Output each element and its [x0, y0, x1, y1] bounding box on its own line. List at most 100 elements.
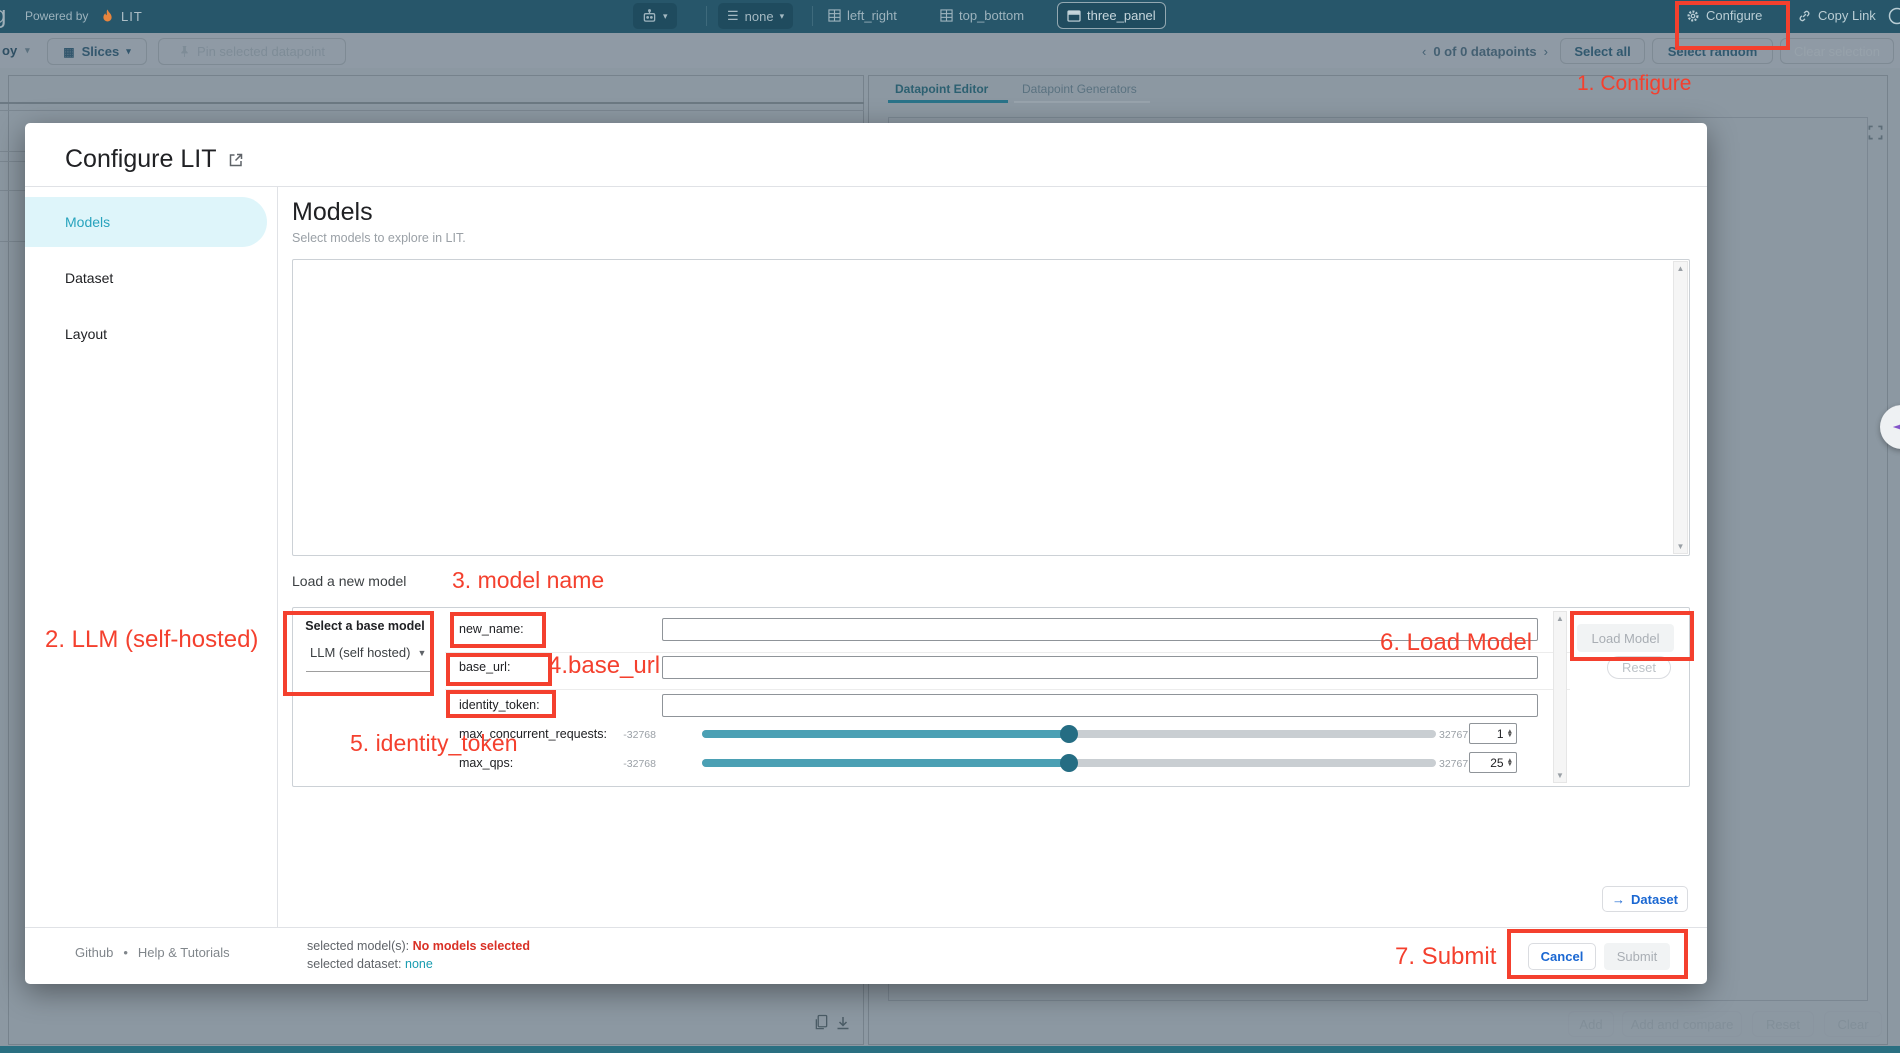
clear-selection-button[interactable]: Clear selection — [1780, 38, 1894, 64]
submit-button[interactable]: Submit — [1604, 943, 1670, 970]
colorby-label: oy — [2, 43, 18, 58]
slider-thumb[interactable] — [1060, 754, 1078, 772]
dialog-header: Configure LIT — [65, 145, 244, 174]
colorby-dropdown-partial[interactable]: oy ▾ — [2, 43, 30, 58]
reset-button[interactable]: Reset — [1752, 1011, 1814, 1037]
model-menu-button[interactable]: ▾ — [633, 3, 677, 29]
grid-icon: ▦ — [63, 44, 75, 59]
add-button[interactable]: Add — [1568, 1011, 1614, 1037]
clear-button[interactable]: Clear — [1824, 1011, 1882, 1037]
configure-button[interactable]: Configure — [1686, 8, 1762, 23]
dropdown-arrow-icon: ▼ — [417, 647, 427, 658]
copy-icon[interactable] — [814, 1014, 829, 1031]
layout-tab-three-panel[interactable]: three_panel — [1057, 2, 1166, 29]
annotation-box-new-name — [450, 612, 546, 648]
spinner-arrows-icon[interactable]: ▲ ▼ — [1506, 756, 1513, 768]
models-subheading: Select models to explore in LIT. — [292, 231, 466, 245]
base-url-label: base_url: — [459, 660, 511, 674]
sparkle-icon — [1891, 416, 1900, 438]
clear-selection-label: Clear selection — [1794, 43, 1880, 59]
layout-tab-label: left_right — [847, 8, 897, 23]
divider — [0, 102, 864, 104]
arrow-right-icon: → — [1612, 891, 1626, 907]
github-link[interactable]: Github — [75, 945, 114, 960]
next-datapoint-button[interactable]: › — [1543, 44, 1548, 59]
slider-fill — [702, 759, 1069, 767]
new-name-label: new_name: — [459, 622, 524, 636]
cancel-button[interactable]: Cancel — [1528, 943, 1596, 970]
layout-tab-left-right[interactable]: left_right — [828, 8, 897, 23]
form-scrollbar[interactable]: ▲ ▼ — [1553, 611, 1567, 783]
slider-fill — [702, 730, 1069, 738]
tab-datapoint-generators[interactable]: Datapoint Generators — [1022, 82, 1137, 96]
selection-menu-button[interactable]: ☰ none ▾ — [718, 3, 794, 29]
base-model-value: LLM (self hosted) — [310, 645, 411, 660]
submit-label: Submit — [1616, 949, 1658, 964]
scroll-down-icon[interactable]: ▼ — [1676, 542, 1685, 551]
spinner-value: 1 — [1496, 726, 1504, 741]
reset-label: Reset — [1766, 1016, 1800, 1032]
identity-token-input[interactable] — [662, 694, 1538, 717]
bottom-accent-bar — [0, 1046, 1900, 1053]
help-tutorials-link[interactable]: Help & Tutorials — [137, 945, 230, 960]
layout-tab-top-bottom[interactable]: top_bottom — [940, 8, 1024, 23]
partial-logo: g — [0, 2, 6, 30]
annotation-box-base-model — [283, 611, 434, 696]
configure-lit-dialog: Configure LIT Models Dataset Layout Mode… — [25, 123, 1707, 984]
max-concurrent-requests-slider[interactable] — [702, 725, 1436, 743]
toolbar-divider — [706, 6, 707, 26]
slider-thumb[interactable] — [1060, 725, 1078, 743]
new-name-input[interactable] — [662, 618, 1538, 641]
annotation-label-4: 4.base_url — [548, 652, 661, 679]
annotation-box-configure — [1675, 1, 1790, 50]
max-concurrent-requests-spinner[interactable]: 1 ▲ ▼ — [1469, 723, 1517, 744]
chevron-down-icon: ▾ — [663, 10, 668, 21]
prev-datapoint-button[interactable]: ‹ — [1422, 44, 1427, 59]
spinner-arrows-icon[interactable]: ▲ ▼ — [1506, 727, 1513, 739]
annotation-label-6: 6. Load Model — [1380, 629, 1533, 656]
base-model-select[interactable]: LLM (self hosted) ▼ — [310, 645, 426, 660]
powered-by-label: Powered by — [25, 9, 89, 23]
sidebar-item-models[interactable]: Models — [25, 197, 267, 247]
form-reset-button[interactable]: Reset — [1607, 656, 1671, 679]
download-icon[interactable] — [836, 1016, 850, 1031]
pin-datapoint-button[interactable]: Pin selected datapoint — [158, 38, 346, 65]
scroll-down-icon[interactable]: ▼ — [1556, 771, 1564, 780]
select-all-button[interactable]: Select all — [1560, 38, 1645, 64]
sidebar-item-label: Models — [65, 214, 111, 230]
panels-icon — [1067, 9, 1081, 22]
add-and-compare-button[interactable]: Add and compare — [1622, 1011, 1742, 1037]
dataset-nav-button[interactable]: → Dataset — [1602, 886, 1688, 912]
models-list-scrollbar[interactable]: ▲ ▼ — [1673, 261, 1688, 554]
annotation-label-7: 7. Submit — [1395, 943, 1497, 970]
slider-max-label: 32767 — [1439, 758, 1469, 770]
sidebar-item-dataset[interactable]: Dataset — [65, 270, 114, 286]
sidebar-item-layout[interactable]: Layout — [65, 326, 108, 342]
expand-icon[interactable] — [1868, 125, 1883, 140]
annotation-box-submit — [1507, 929, 1688, 979]
base-url-input[interactable] — [662, 656, 1538, 679]
annotation-label-3: 3. model name — [452, 567, 605, 593]
max-qps-spinner[interactable]: 25 ▲ ▼ — [1469, 752, 1517, 773]
sparkle-fab[interactable] — [1880, 405, 1900, 449]
select-all-label: Select all — [1574, 43, 1631, 59]
layout-tab-label: top_bottom — [959, 8, 1025, 23]
cancel-label: Cancel — [1540, 949, 1584, 964]
models-list — [292, 259, 1690, 556]
slices-label: Slices — [81, 44, 120, 59]
load-model-label: Load Model — [1591, 630, 1660, 646]
copy-link-button[interactable]: Copy Link — [1797, 8, 1876, 23]
active-tab-underline — [888, 100, 1008, 103]
divider — [25, 186, 1707, 187]
max-qps-slider[interactable] — [702, 754, 1436, 772]
help-icon[interactable] — [1888, 7, 1900, 25]
slices-button[interactable]: ▦ Slices ▾ — [47, 38, 147, 65]
pin-icon — [179, 45, 190, 58]
load-model-button[interactable]: Load Model — [1577, 624, 1674, 652]
scroll-up-icon[interactable]: ▲ — [1676, 264, 1685, 273]
layout-tab-label: three_panel — [1087, 8, 1156, 23]
scroll-up-icon[interactable]: ▲ — [1556, 614, 1564, 623]
external-link-icon[interactable] — [228, 152, 244, 168]
dot-separator: • — [123, 945, 128, 960]
tab-datapoint-editor[interactable]: Datapoint Editor — [895, 82, 989, 96]
